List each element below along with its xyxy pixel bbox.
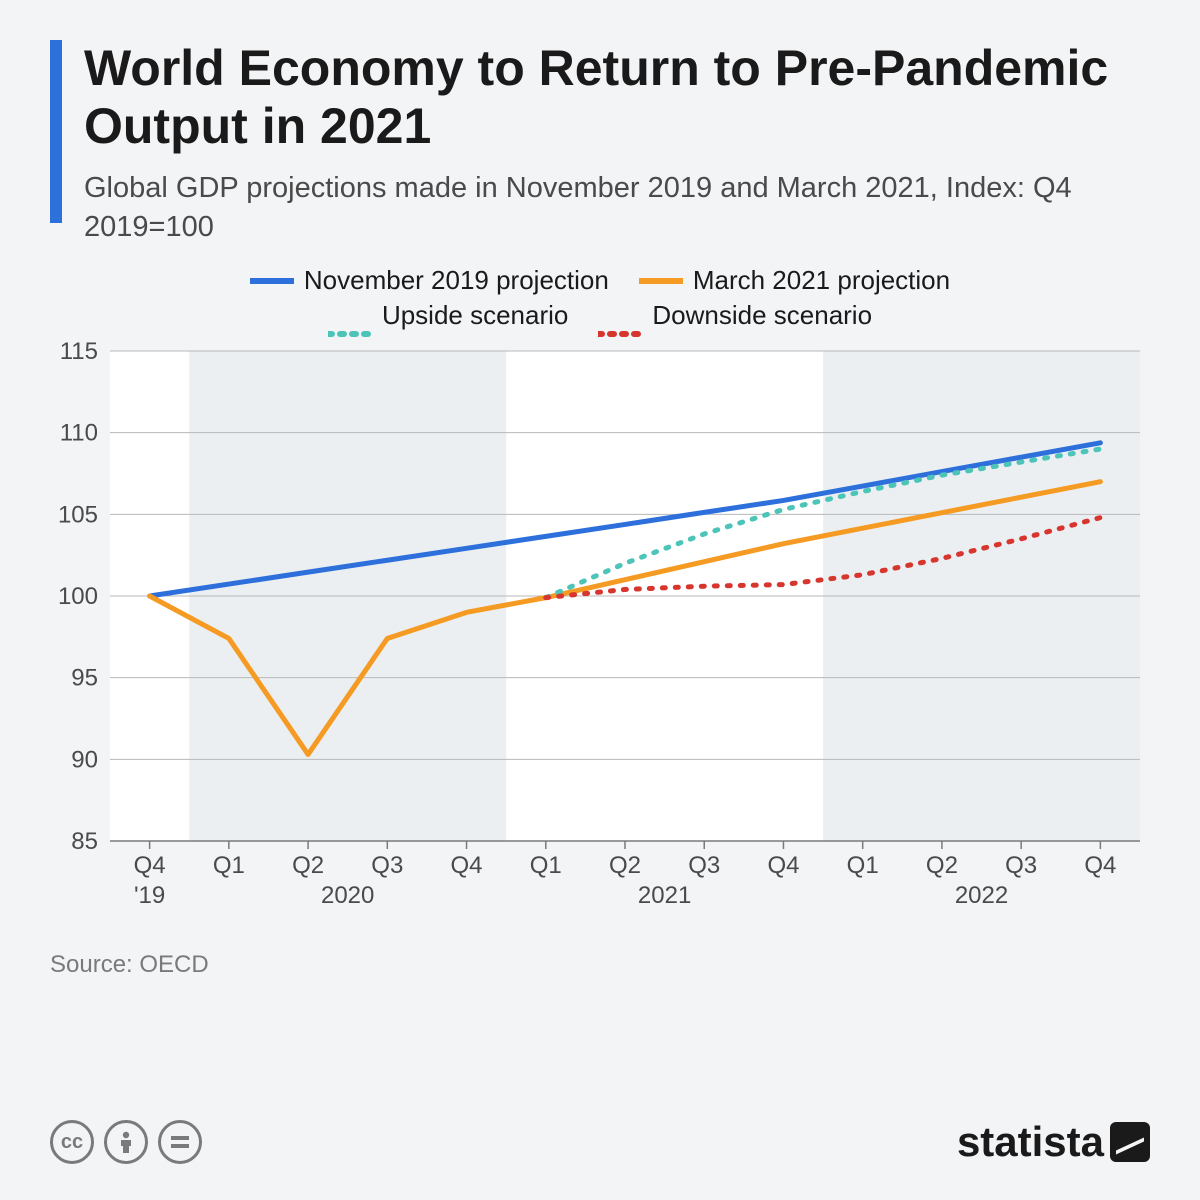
y-tick-label: 100 xyxy=(58,583,98,610)
x-tick-label: Q3 xyxy=(688,852,720,879)
y-tick-label: 115 xyxy=(60,341,98,365)
nd-icon xyxy=(158,1120,202,1164)
y-tick-label: 110 xyxy=(60,420,98,447)
chart-area: 85 90 95 100 105 110 115 Q4 Q1 Q2 Q3 Q4 Q1 Q2 Q3 Q4 Q1 Q2… xyxy=(50,341,1150,921)
source-label: Source: OECD xyxy=(50,951,1150,979)
footer: cc statista xyxy=(50,1118,1150,1166)
legend-swatch xyxy=(639,278,683,284)
y-tick-label: 105 xyxy=(58,502,98,529)
legend-label: November 2019 projection xyxy=(304,265,609,296)
cc-icon: cc xyxy=(50,1120,94,1164)
x-year-label: '19 xyxy=(134,882,165,909)
x-tick-label: Q4 xyxy=(451,852,483,879)
legend-label: Downside scenario xyxy=(652,300,872,331)
x-tick-label: Q3 xyxy=(1005,852,1037,879)
legend-item: March 2021 projection xyxy=(639,265,950,296)
x-tick-label: Q1 xyxy=(530,852,562,879)
legend-item: Downside scenario xyxy=(598,300,872,331)
x-tick-label: Q2 xyxy=(926,852,958,879)
y-tick-label: 85 xyxy=(71,828,98,855)
by-icon xyxy=(104,1120,148,1164)
brand-icon xyxy=(1110,1122,1150,1162)
brand-logo: statista xyxy=(957,1118,1150,1166)
x-tick-label: Q4 xyxy=(134,852,166,879)
legend-swatch xyxy=(328,313,372,319)
brand-text: statista xyxy=(957,1118,1104,1166)
x-tick-label: Q4 xyxy=(1084,852,1116,879)
x-year-label: 2020 xyxy=(321,882,374,909)
x-tick-label: Q1 xyxy=(847,852,879,879)
chart-title: World Economy to Return to Pre-Pandemic … xyxy=(84,40,1150,155)
y-tick-label: 95 xyxy=(71,665,98,692)
x-tick-label: Q2 xyxy=(292,852,324,879)
x-tick-label: Q1 xyxy=(213,852,245,879)
legend-swatch xyxy=(598,313,642,319)
line-chart: 85 90 95 100 105 110 115 Q4 Q1 Q2 Q3 Q4 Q1 Q2 Q3 Q4 Q1 Q2… xyxy=(50,341,1150,921)
legend: November 2019 projection March 2021 proje… xyxy=(50,265,1150,331)
x-tick-label: Q3 xyxy=(371,852,403,879)
header-text: World Economy to Return to Pre-Pandemic … xyxy=(84,40,1150,247)
accent-bar xyxy=(50,40,62,223)
x-tick-label: Q4 xyxy=(767,852,799,879)
legend-swatch xyxy=(250,278,294,284)
header-block: World Economy to Return to Pre-Pandemic … xyxy=(50,40,1150,247)
x-year-label: 2022 xyxy=(955,882,1008,909)
license-icons: cc xyxy=(50,1120,202,1164)
chart-subtitle: Global GDP projections made in November … xyxy=(84,169,1150,247)
legend-item: Upside scenario xyxy=(328,300,568,331)
legend-label: Upside scenario xyxy=(382,300,568,331)
y-tick-label: 90 xyxy=(71,747,98,774)
x-tick-label: Q2 xyxy=(609,852,641,879)
x-year-label: 2021 xyxy=(638,882,691,909)
legend-label: March 2021 projection xyxy=(693,265,950,296)
legend-item: November 2019 projection xyxy=(250,265,609,296)
